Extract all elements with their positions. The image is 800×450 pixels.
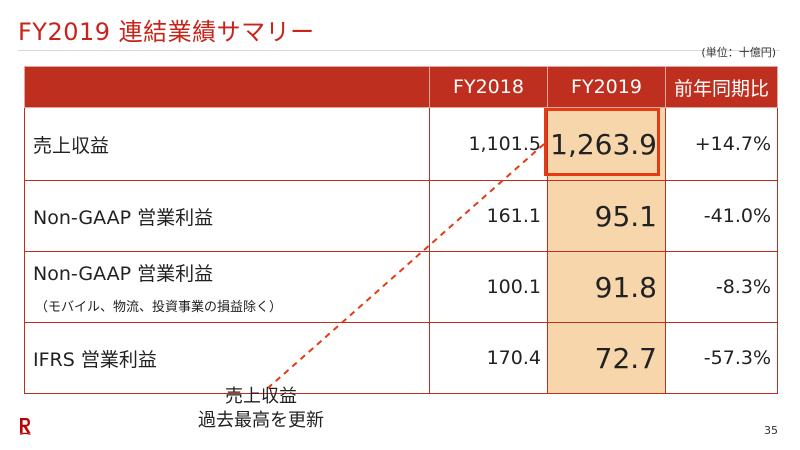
row-label-text: IFRS 営業利益 — [33, 348, 157, 371]
title-divider — [18, 50, 780, 51]
results-summary-table: FY2018 FY2019 前年同期比 売上収益 1,101.5 1,263.9… — [24, 66, 778, 394]
header-fy2019: FY2019 — [547, 66, 666, 108]
row-sublabel: （モバイル、物流、投資事業の損益除く） — [35, 300, 283, 315]
annotation-line-2: 過去最高を更新 — [198, 410, 324, 431]
rakuten-r-logo-icon — [19, 418, 31, 435]
page-number: 35 — [764, 424, 778, 437]
table-header-row: FY2018 FY2019 前年同期比 — [24, 66, 778, 108]
table-row: IFRS 営業利益 170.4 72.7 -57.3% — [24, 322, 778, 394]
page-title: FY2019 連結業績サマリー — [18, 18, 315, 46]
cell-fy2019: 72.7 — [547, 322, 666, 394]
row-label: IFRS 営業利益 — [24, 322, 430, 394]
cell-fy2018: 100.1 — [429, 251, 548, 323]
header-yoy: 前年同期比 — [665, 66, 778, 108]
cell-fy2018: 170.4 — [429, 322, 548, 394]
cell-yoy: -41.0% — [665, 180, 778, 252]
table-row: Non-GAAP 営業利益 161.1 95.1 -41.0% — [24, 180, 778, 252]
annotation-line-1: 売上収益 — [225, 386, 297, 407]
cell-fy2018: 161.1 — [429, 180, 548, 252]
unit-label: (単位：十億円) — [701, 46, 776, 59]
row-label: Non-GAAP 営業利益 （モバイル、物流、投資事業の損益除く） — [24, 251, 430, 323]
row-label-text: 売上収益 — [33, 134, 110, 157]
row-label-text: Non-GAAP 営業利益 — [33, 206, 214, 229]
cell-fy2019: 91.8 — [547, 251, 666, 323]
cell-yoy: +14.7% — [665, 107, 778, 181]
cell-yoy: -8.3% — [665, 251, 778, 323]
record-high-annotation: 売上収益 過去最高を更新 — [176, 385, 346, 433]
cell-fy2019: 95.1 — [547, 180, 666, 252]
row-label: 売上収益 — [24, 107, 430, 181]
header-blank — [24, 66, 430, 108]
header-fy2018: FY2018 — [429, 66, 548, 108]
cell-fy2018: 1,101.5 — [429, 107, 548, 181]
row-label: Non-GAAP 営業利益 — [24, 180, 430, 252]
cell-yoy: -57.3% — [665, 322, 778, 394]
row-label-text: Non-GAAP 営業利益 — [33, 263, 214, 285]
table-row: Non-GAAP 営業利益 （モバイル、物流、投資事業の損益除く） 100.1 … — [24, 251, 778, 323]
cell-fy2019: 1,263.9 — [547, 107, 666, 181]
table-row: 売上収益 1,101.5 1,263.9 +14.7% — [24, 107, 778, 181]
